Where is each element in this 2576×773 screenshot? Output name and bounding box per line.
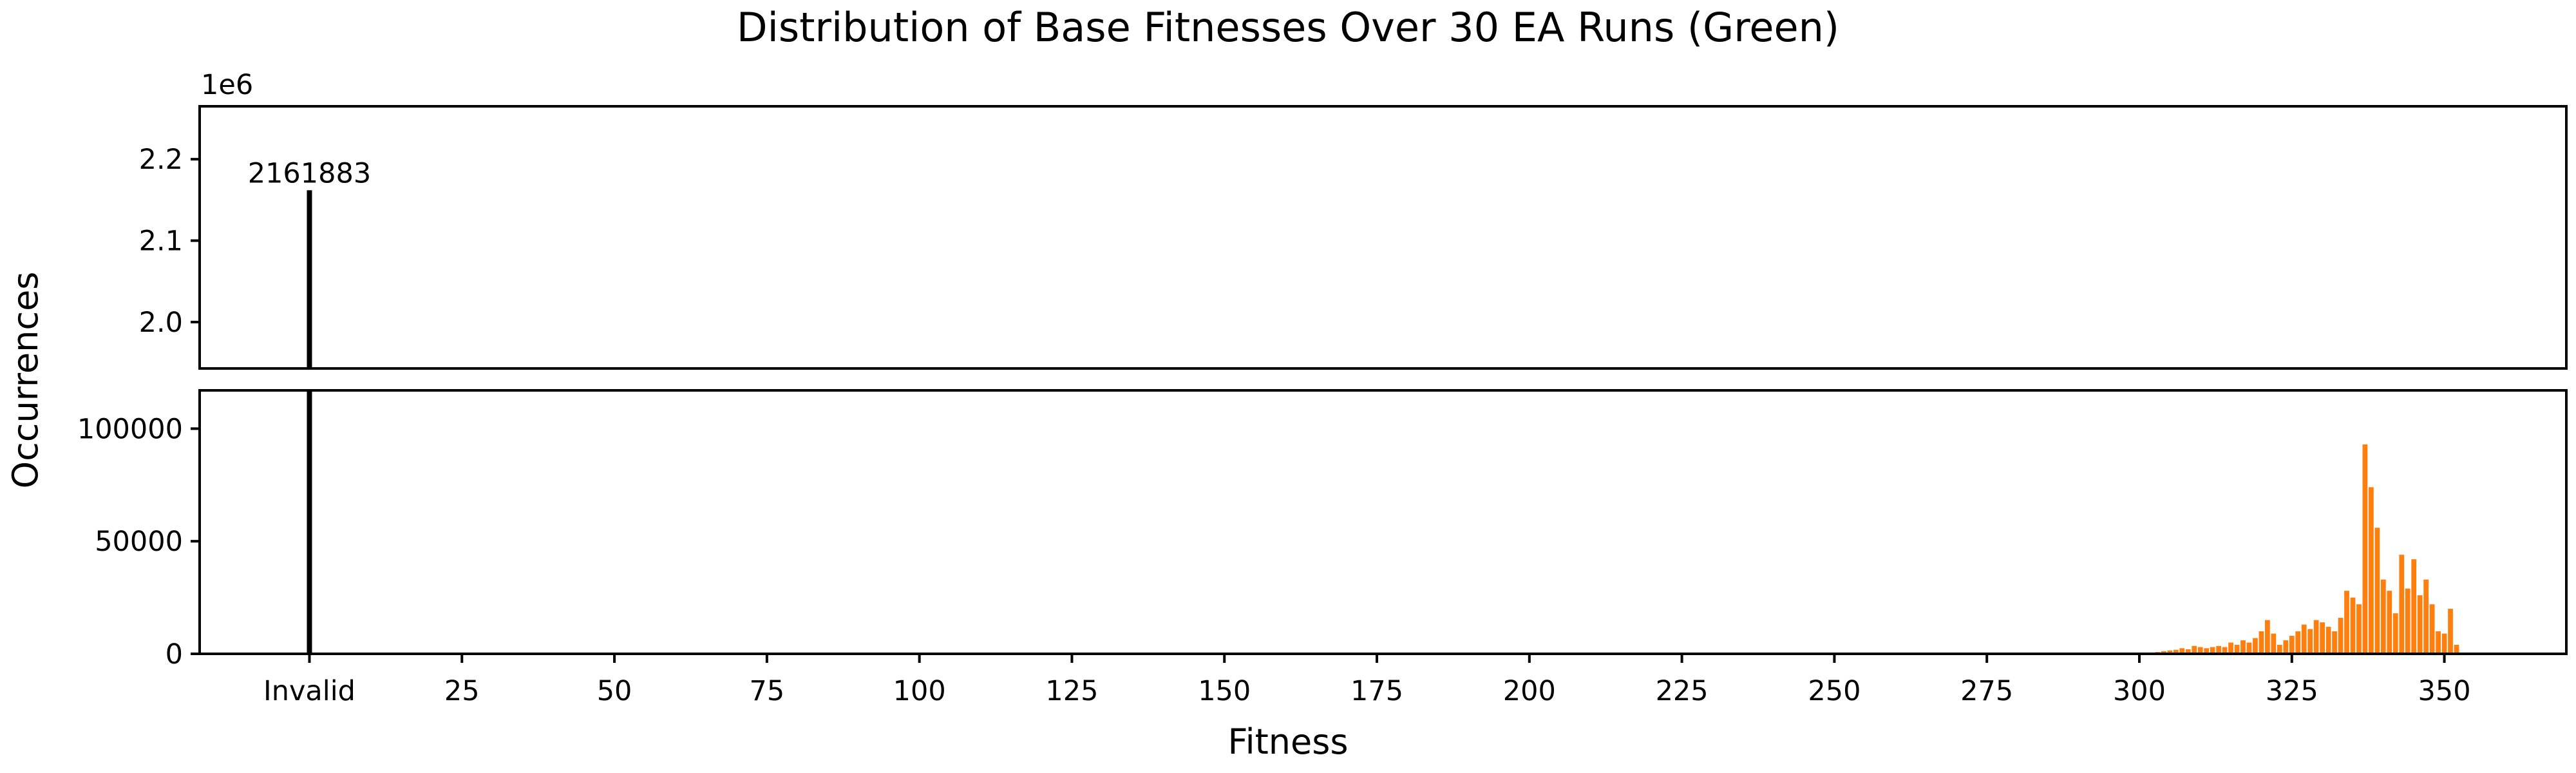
bar bbox=[2240, 640, 2246, 654]
bar bbox=[2234, 645, 2240, 654]
x-tick-label: 150 bbox=[1198, 675, 1251, 707]
bar bbox=[2301, 624, 2307, 654]
y-tick-label: 0 bbox=[166, 638, 183, 671]
x-tick-label: 350 bbox=[2418, 675, 2471, 707]
x-axis-label: Fitness bbox=[1227, 721, 1348, 762]
bar bbox=[2338, 618, 2344, 654]
bar bbox=[2307, 629, 2313, 654]
bar bbox=[2277, 645, 2282, 654]
bar bbox=[2436, 631, 2441, 654]
bar bbox=[2204, 648, 2210, 654]
bar bbox=[2222, 647, 2228, 654]
bar bbox=[2216, 645, 2221, 654]
x-tick-label: 25 bbox=[444, 675, 480, 707]
invalid-bar-bottom bbox=[307, 390, 312, 654]
bar bbox=[2405, 588, 2410, 654]
x-tick-label: 275 bbox=[1960, 675, 2013, 707]
bar bbox=[2392, 613, 2398, 654]
x-tick-label: 125 bbox=[1045, 675, 1098, 707]
bar bbox=[2271, 633, 2277, 654]
x-tick-label: 325 bbox=[2266, 675, 2318, 707]
y-axis-label: Occurrences bbox=[5, 272, 46, 489]
bar bbox=[2454, 645, 2459, 654]
y-tick-label: 50000 bbox=[95, 526, 183, 558]
bar bbox=[2332, 631, 2337, 654]
x-tick-label: 50 bbox=[597, 675, 632, 707]
bottom-panel-frame bbox=[198, 389, 2568, 655]
bar bbox=[2429, 604, 2435, 654]
bar bbox=[2350, 597, 2356, 654]
bar bbox=[2423, 579, 2429, 654]
bar bbox=[2259, 631, 2264, 654]
bar bbox=[2192, 645, 2197, 654]
x-tick-label: Invalid bbox=[263, 675, 355, 707]
invalid-bar-value-label: 2161883 bbox=[248, 157, 372, 189]
top-panel: 2161883 2.0 2.1 2.2 bbox=[139, 105, 2568, 370]
bar bbox=[2228, 642, 2233, 654]
bar bbox=[2362, 444, 2368, 654]
bar bbox=[2448, 609, 2453, 654]
bar bbox=[2197, 647, 2203, 654]
bar bbox=[2417, 595, 2423, 654]
y-tick-label: 2.1 bbox=[139, 225, 183, 258]
bar bbox=[2265, 620, 2270, 654]
x-axis: Invalid 25 50 75 100 125 150 175 200 225 250 275 300… bbox=[263, 654, 2471, 707]
bar bbox=[2387, 591, 2392, 654]
bar bbox=[2283, 640, 2289, 654]
bar bbox=[2411, 559, 2417, 654]
x-tick-label: 300 bbox=[2113, 675, 2166, 707]
bar bbox=[2289, 636, 2295, 654]
bar bbox=[2179, 648, 2185, 654]
bar bbox=[2185, 649, 2191, 654]
x-tick-label: 175 bbox=[1350, 675, 1403, 707]
chart-title: Distribution of Base Fitnesses Over 30 E… bbox=[737, 4, 1839, 51]
bar bbox=[2325, 627, 2331, 654]
bar bbox=[2161, 651, 2166, 654]
x-tick-label: 75 bbox=[750, 675, 785, 707]
x-tick-label: 100 bbox=[893, 675, 946, 707]
bar bbox=[2356, 604, 2362, 654]
x-tick-label: 225 bbox=[1656, 675, 1709, 707]
top-panel-frame bbox=[198, 105, 2568, 370]
bar bbox=[2320, 622, 2325, 654]
bar bbox=[2344, 591, 2349, 654]
bar bbox=[2380, 579, 2386, 654]
bar bbox=[2173, 649, 2179, 654]
x-tick-label: 200 bbox=[1503, 675, 1556, 707]
invalid-bar-top bbox=[307, 190, 312, 368]
bar bbox=[2210, 647, 2215, 654]
bar bbox=[2399, 555, 2405, 654]
y-offset-label: 1e6 bbox=[201, 69, 253, 101]
bar bbox=[2167, 650, 2173, 654]
y-tick-label: 2.2 bbox=[139, 144, 183, 176]
bar bbox=[2295, 631, 2301, 654]
y-tick-label: 100000 bbox=[77, 413, 183, 445]
y-tick-label: 2.0 bbox=[139, 307, 183, 339]
bar bbox=[2246, 642, 2252, 654]
bar bbox=[2441, 633, 2447, 654]
x-tick-label: 250 bbox=[1808, 675, 1861, 707]
bar bbox=[2253, 638, 2258, 654]
bar bbox=[2313, 620, 2319, 654]
bottom-panel: 0 50000 100000 bbox=[77, 389, 2568, 671]
bar bbox=[2369, 487, 2374, 654]
bar bbox=[2374, 528, 2380, 654]
